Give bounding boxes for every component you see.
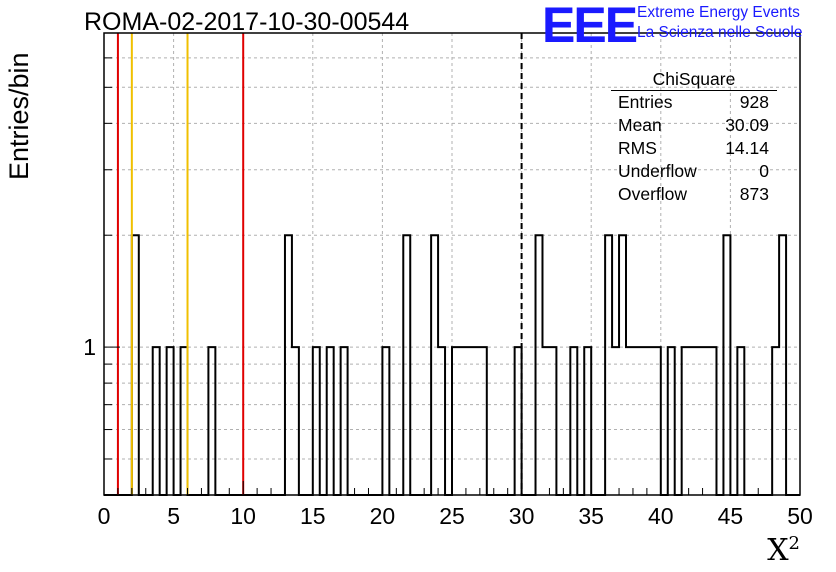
histogram-bin	[327, 347, 334, 495]
histogram-bin	[208, 347, 215, 495]
x-tick-label: 20	[370, 503, 396, 529]
histogram-bin	[647, 347, 654, 495]
stats-label: RMS	[618, 138, 657, 158]
logo-line-1: Extreme Energy Events	[637, 4, 800, 21]
histogram-bin	[668, 347, 675, 495]
x-tick-label: 15	[300, 503, 326, 529]
stats-value: 873	[739, 184, 769, 204]
histogram-bin	[626, 347, 633, 495]
stats-value: 30.09	[725, 115, 769, 135]
y-tick-label: 1	[83, 334, 96, 360]
x-tick-label: 5	[167, 503, 180, 529]
histogram-outline	[104, 234, 800, 496]
histogram-bin	[292, 347, 299, 495]
eee-logo: EEE	[542, 0, 638, 53]
x-axis-label-exponent: 2	[788, 533, 800, 554]
histogram-bin	[341, 347, 348, 495]
histogram-bin	[703, 347, 710, 495]
x-tick-label: 40	[648, 503, 674, 529]
histogram-bin	[153, 347, 160, 495]
histogram-bin	[689, 347, 696, 495]
x-tick-label: 10	[230, 503, 256, 529]
x-tick-label: 25	[439, 503, 465, 529]
histogram-bin	[710, 347, 717, 495]
histogram-bin	[584, 347, 591, 495]
histogram-bin	[313, 347, 320, 495]
histogram-bin	[452, 347, 459, 495]
stats-label: Underflow	[618, 161, 697, 181]
histogram-bin	[654, 347, 661, 495]
y-axis-label: Entries/bin	[4, 52, 34, 180]
x-tick-label: 35	[578, 503, 604, 529]
histogram-bin	[403, 235, 410, 495]
histogram	[104, 234, 800, 496]
x-tick-label: 50	[787, 503, 813, 529]
stats-value: 14.14	[725, 138, 769, 158]
histogram-bin	[285, 235, 292, 495]
axis-ticks	[103, 32, 801, 495]
x-tick-label: 45	[718, 503, 744, 529]
stats-value: 928	[739, 92, 769, 112]
histogram-bin	[619, 235, 626, 495]
x-axis-label-base: X	[767, 533, 789, 568]
histogram-bin	[515, 347, 522, 495]
histogram-bin	[640, 347, 647, 495]
histogram-bin	[459, 347, 466, 495]
stats-box: ChiSquare Entries 928 Mean 30.09 RMS 14.14 …	[611, 68, 777, 206]
x-tick-label: 0	[98, 503, 111, 529]
histogram-bin	[570, 347, 577, 495]
histogram-bin	[466, 347, 473, 495]
histogram-bin	[536, 235, 543, 495]
histogram-bin	[779, 235, 786, 495]
histogram-bin	[431, 235, 438, 495]
stats-row-mean: Mean 30.09	[611, 114, 777, 137]
histogram-bin	[480, 347, 487, 495]
logo-line-2: La Scienza nelle Scuole	[637, 24, 803, 41]
stats-name: ChiSquare	[611, 68, 777, 91]
histogram-bin	[696, 347, 703, 495]
histogram-bin	[167, 347, 174, 495]
histogram-bin	[682, 347, 689, 495]
tick-labels: 0 5 10 15 20 25 30 35 40 45 50 1	[83, 334, 813, 529]
histogram-bin	[473, 347, 480, 495]
histogram-bin	[612, 347, 619, 495]
histogram-bin	[723, 235, 730, 495]
stats-row-overflow: Overflow 873	[611, 183, 777, 206]
stats-label: Overflow	[618, 184, 688, 204]
stats-row-underflow: Underflow 0	[611, 160, 777, 183]
stats-label: Mean	[618, 115, 662, 135]
histogram-bin	[772, 347, 779, 495]
chart-title: ROMA-02-2017-10-30-00544	[84, 8, 410, 36]
histogram-bin	[542, 347, 549, 495]
histogram-bin	[633, 347, 640, 495]
histogram-bin	[737, 347, 744, 495]
histogram-bin	[382, 347, 389, 495]
x-tick-label: 30	[509, 503, 535, 529]
histogram-bin	[438, 347, 445, 495]
histogram-bin	[132, 235, 139, 495]
x-axis-label: X2	[767, 533, 800, 568]
stats-row-rms: RMS 14.14	[611, 137, 777, 160]
reference-lines	[116, 33, 523, 495]
histogram-bin	[605, 235, 612, 495]
stats-row-entries: Entries 928	[611, 91, 777, 114]
histogram-bin	[181, 347, 188, 495]
histogram-bin	[549, 347, 556, 495]
stats-value: 0	[759, 161, 769, 181]
stats-label: Entries	[618, 92, 673, 112]
